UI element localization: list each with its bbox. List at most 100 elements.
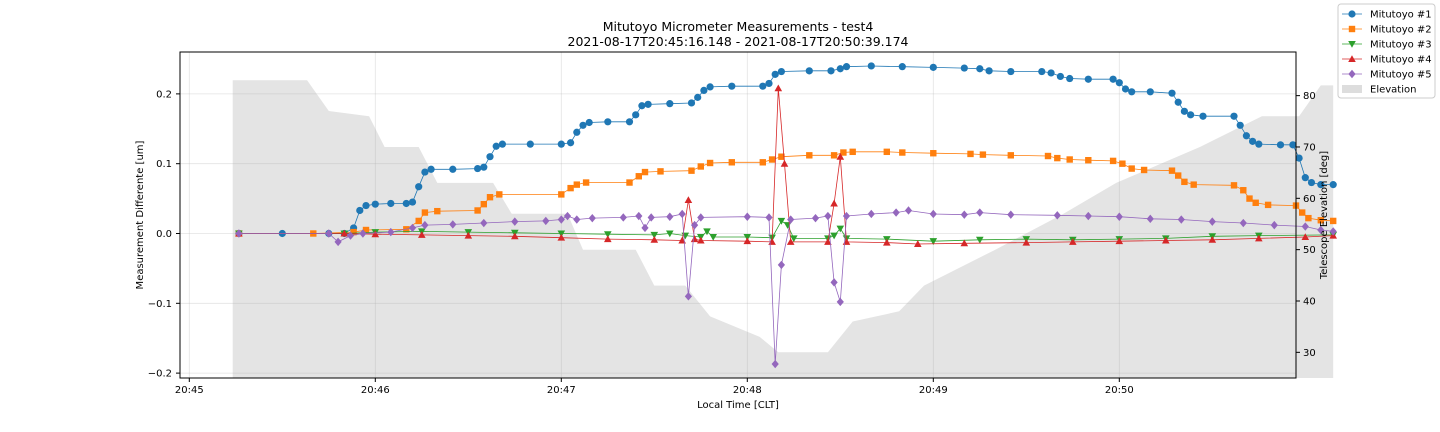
data-point <box>929 238 938 245</box>
y2-tick-label: 70 <box>1303 142 1316 153</box>
data-point <box>780 159 789 167</box>
data-point <box>765 213 773 222</box>
data-point <box>474 164 482 173</box>
data-point <box>427 165 435 173</box>
data-point <box>1301 233 1310 240</box>
series-mitutoyo-1 <box>235 62 1337 238</box>
data-point <box>421 220 429 230</box>
data-point <box>340 229 349 237</box>
data-point <box>694 93 702 101</box>
data-point <box>325 229 333 238</box>
data-point <box>567 184 574 192</box>
data-point <box>421 168 429 176</box>
x-tick-label: 20:46 <box>361 385 390 396</box>
data-point <box>486 153 494 161</box>
data-point <box>480 163 488 171</box>
data-point <box>678 209 686 219</box>
data-point <box>1299 209 1306 216</box>
data-point <box>644 100 652 108</box>
data-point <box>842 63 851 71</box>
data-point <box>657 168 664 175</box>
x-tick-label: 20:45 <box>175 385 204 396</box>
legend-label: Mitutoyo #1 <box>1370 10 1432 21</box>
data-point <box>867 62 875 70</box>
data-point <box>1054 154 1061 162</box>
data-point <box>827 67 835 75</box>
data-point <box>666 100 674 108</box>
data-point <box>1181 178 1188 186</box>
y-axis-label: Measurement Differente [um] <box>135 140 146 289</box>
data-point <box>362 226 370 234</box>
data-point <box>836 152 845 160</box>
data-point <box>836 225 845 233</box>
data-point <box>1252 199 1259 206</box>
data-point <box>883 148 890 156</box>
data-point <box>1047 69 1055 77</box>
data-point <box>1044 152 1052 160</box>
data-point <box>582 179 590 186</box>
data-point <box>1084 75 1092 83</box>
data-point <box>824 238 832 245</box>
data-point <box>979 151 987 158</box>
data-point <box>1022 238 1031 246</box>
x-axis-ticks: 20:45 20:46 20:47 20:48 20:49 20:50 <box>175 378 1134 396</box>
data-point <box>883 238 891 246</box>
data-point <box>1056 72 1064 81</box>
data-point <box>585 118 593 127</box>
data-point <box>728 159 735 166</box>
data-point <box>892 208 900 217</box>
data-point <box>1242 132 1250 140</box>
data-point <box>1146 88 1154 96</box>
data-point <box>830 199 838 207</box>
series-mitutoyo-2 <box>235 148 1337 237</box>
data-point <box>684 196 693 203</box>
elevation-area-layer <box>232 80 1334 378</box>
y-tick-label: 0.1 <box>156 159 172 170</box>
data-point <box>346 231 355 240</box>
data-point <box>421 209 429 216</box>
data-point <box>728 82 736 90</box>
data-point <box>1317 181 1325 189</box>
data-point <box>899 149 906 156</box>
y-tick-label: 0.2 <box>156 89 172 100</box>
legend-swatch-marker <box>1348 55 1356 62</box>
data-point <box>697 213 705 222</box>
data-point <box>334 237 342 247</box>
data-point <box>1180 107 1188 115</box>
data-point <box>563 211 572 221</box>
data-point <box>1230 112 1238 120</box>
data-point <box>635 173 642 180</box>
legend-swatch-marker <box>1348 41 1356 48</box>
data-point <box>542 216 550 226</box>
data-point <box>371 200 379 208</box>
data-point <box>765 79 773 88</box>
data-point <box>697 163 704 170</box>
data-point <box>688 167 695 174</box>
data-point <box>557 233 566 241</box>
data-point <box>647 213 655 222</box>
data-point <box>1301 174 1309 182</box>
data-point <box>1301 222 1309 231</box>
legend-label: Elevation <box>1370 85 1416 96</box>
data-point <box>1168 89 1176 97</box>
data-point <box>967 150 974 158</box>
data-point <box>709 233 717 241</box>
data-point <box>1239 218 1247 228</box>
data-point <box>486 193 494 201</box>
y2-axis-ticks: 30 40 50 60 70 80 <box>1296 91 1316 359</box>
data-point <box>1053 211 1061 220</box>
data-point <box>1066 74 1074 83</box>
data-point <box>626 179 633 186</box>
data-point <box>836 297 844 307</box>
data-point <box>1128 88 1136 96</box>
data-point <box>1128 165 1135 172</box>
data-point <box>787 215 795 224</box>
data-point <box>1289 141 1297 149</box>
data-point <box>684 292 692 301</box>
legend-box <box>1337 3 1436 99</box>
data-point <box>691 220 699 230</box>
data-point <box>235 229 243 238</box>
data-point <box>771 70 779 78</box>
data-point <box>1168 167 1176 174</box>
